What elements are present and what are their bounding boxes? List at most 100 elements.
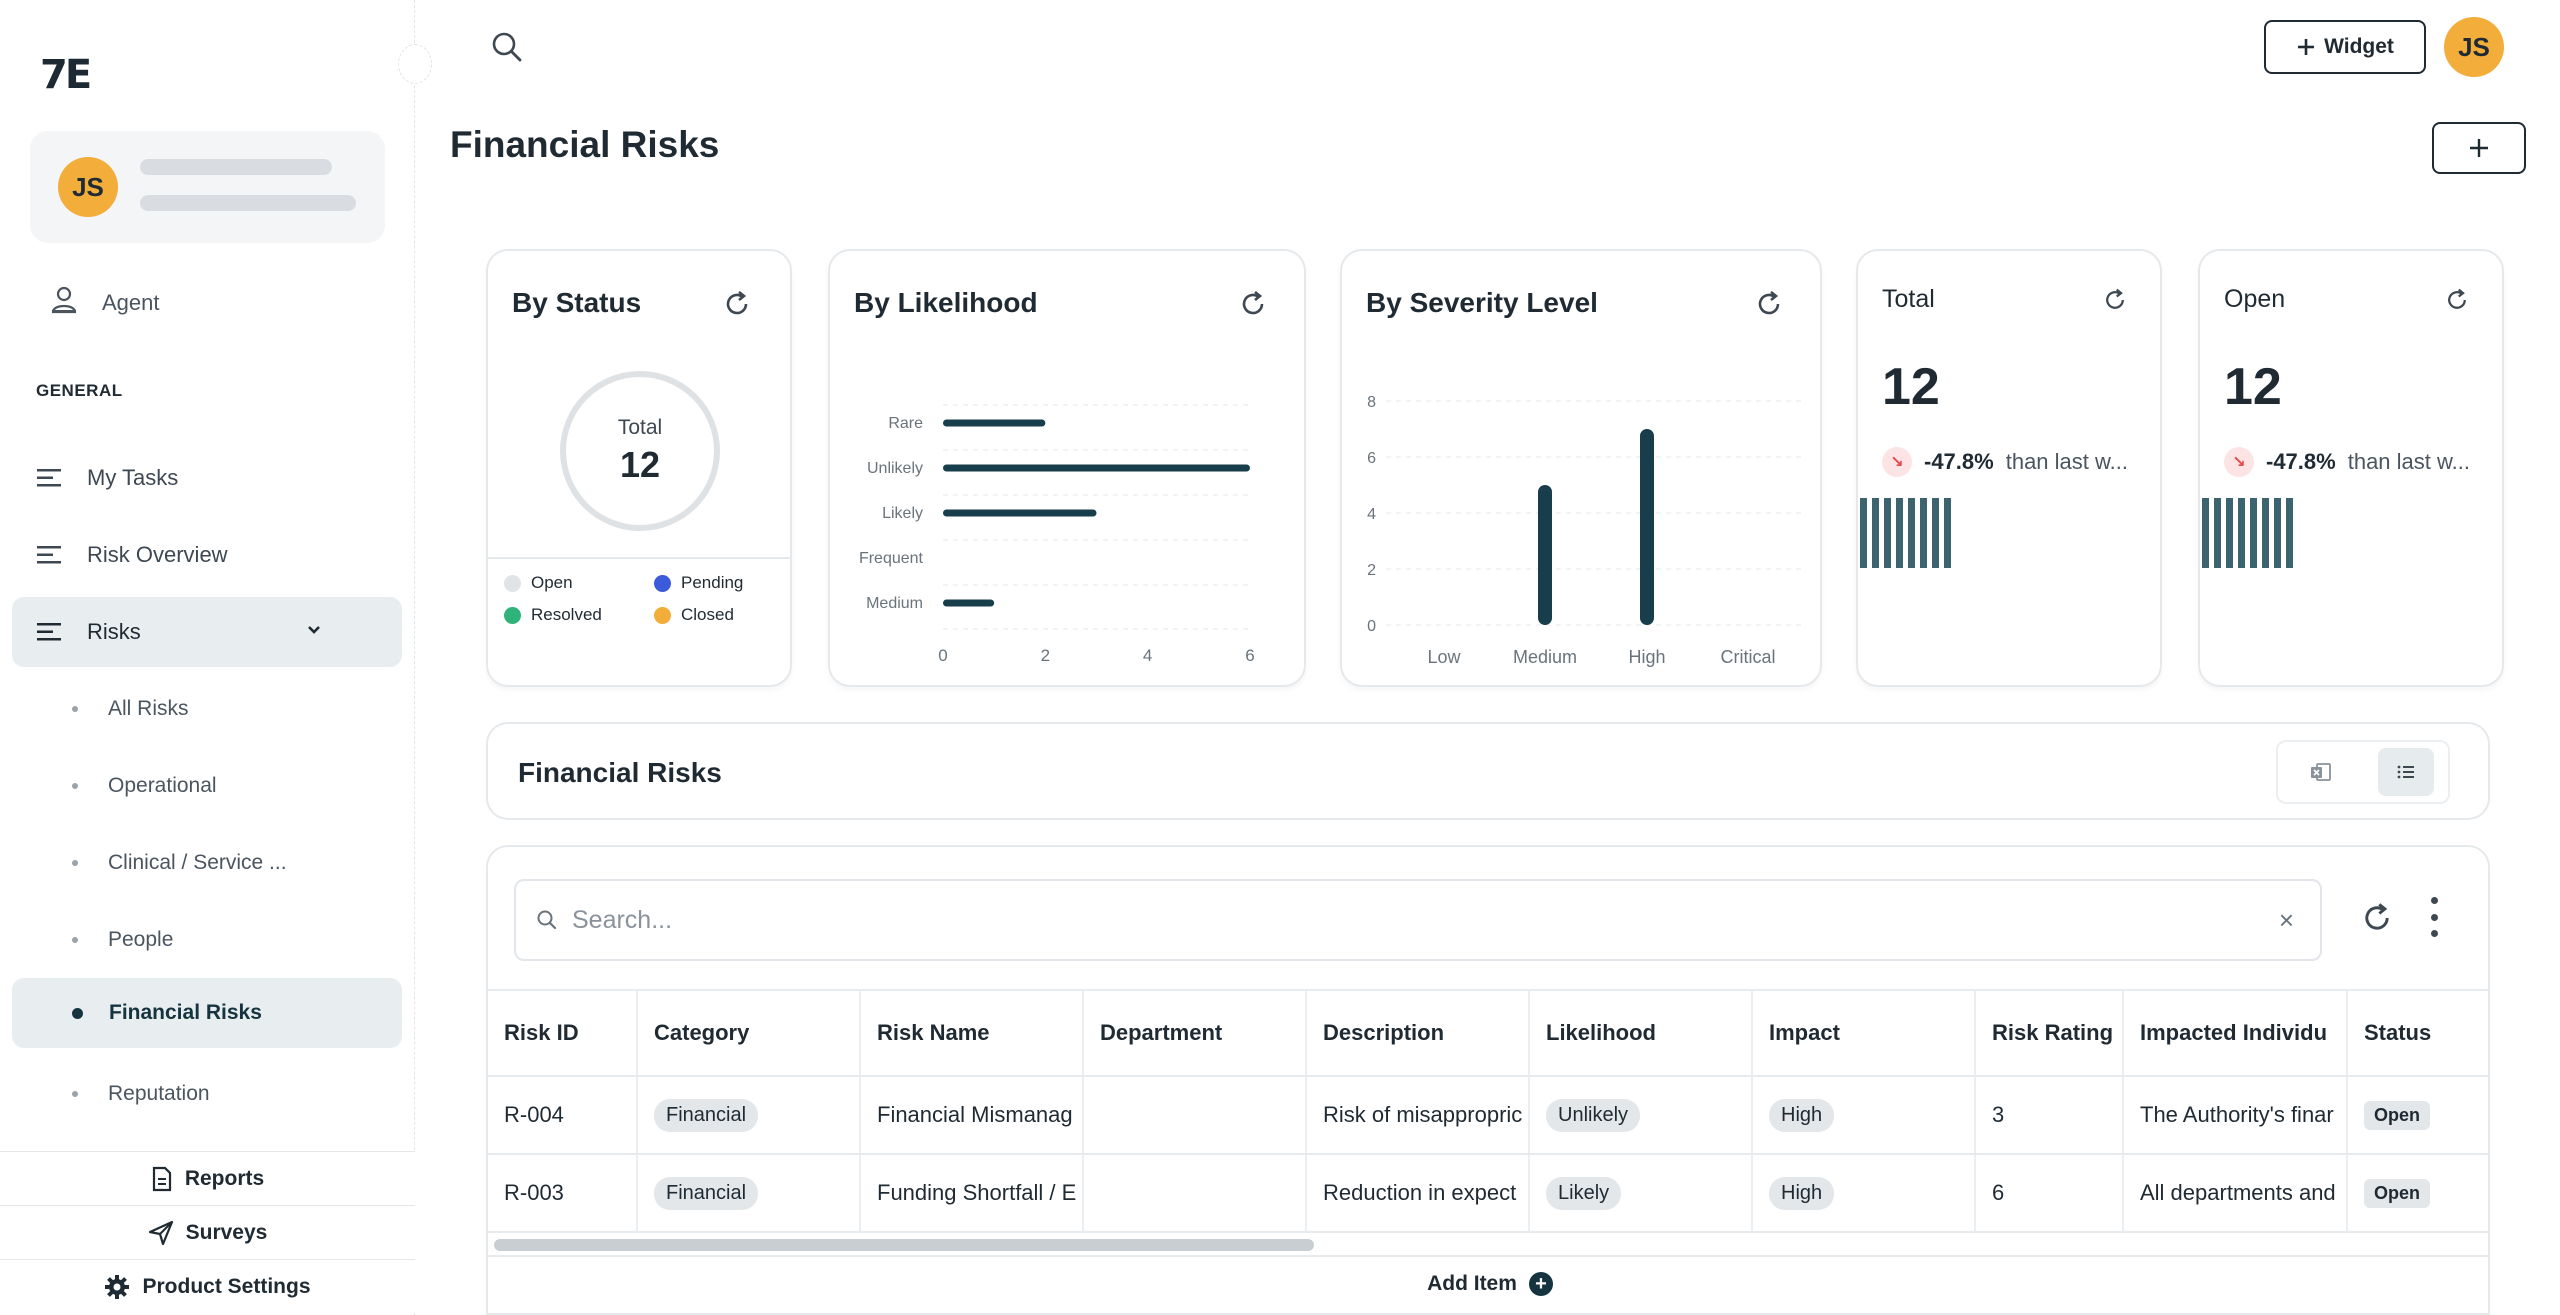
kpi-trend: ↘ -47.8% than last w...	[2224, 447, 2494, 477]
refresh-icon[interactable]	[722, 289, 752, 319]
column-header[interactable]: Description	[1307, 991, 1530, 1075]
category-pill: Financial	[654, 1176, 759, 1210]
profile-card[interactable]: JS	[30, 131, 385, 243]
user-avatar[interactable]: JS	[2444, 17, 2504, 77]
cell-risk-id: R-003	[488, 1155, 638, 1231]
sidebar-item-my-tasks[interactable]: My Tasks	[12, 443, 402, 513]
more-options-icon[interactable]	[2428, 897, 2440, 937]
cell-description: Risk of misappropric	[1307, 1077, 1530, 1153]
avatar: JS	[58, 157, 118, 217]
add-widget-button[interactable]: Widget	[2264, 20, 2426, 74]
kpi-value: 12	[2224, 358, 2282, 416]
refresh-icon[interactable]	[2102, 287, 2128, 313]
sidebar-subitem-operational[interactable]: Operational	[12, 751, 402, 821]
column-header[interactable]: Risk Rating	[1976, 991, 2124, 1075]
sidebar-subitem-people[interactable]: People	[12, 905, 402, 975]
sidebar-item-label: Risk Overview	[87, 542, 228, 567]
refresh-icon[interactable]	[2444, 287, 2470, 313]
chevron-down-icon[interactable]	[306, 619, 322, 642]
card-title: By Likelihood	[854, 287, 1038, 318]
trend-text: than last w...	[2005, 449, 2129, 474]
add-button[interactable]	[2432, 122, 2526, 174]
view-toggle	[2276, 740, 2450, 804]
sidebar-subitem-all-risks[interactable]: All Risks	[12, 674, 402, 744]
horizontal-scrollbar[interactable]	[494, 1239, 1314, 1251]
list-lines-icon	[37, 469, 61, 487]
plus-circle-icon: +	[1528, 1272, 1553, 1296]
clear-search-icon[interactable]: ×	[2278, 905, 2294, 935]
add-item-button[interactable]: Add Item +	[488, 1255, 2488, 1311]
impact-pill: High	[1769, 1176, 1835, 1210]
sidebar-subitem-label: All Risks	[108, 697, 189, 720]
document-icon	[152, 1166, 171, 1191]
sidebar-link-surveys[interactable]: Surveys	[0, 1205, 415, 1259]
sidebar-link-product-settings[interactable]: Product Settings	[0, 1259, 415, 1313]
y-tick-label: 8	[1367, 394, 1376, 411]
surveys-label: Surveys	[185, 1220, 268, 1244]
column-header[interactable]: Department	[1084, 991, 1307, 1075]
app-logo[interactable]: 7E	[40, 52, 92, 98]
table-row[interactable]: R-003 Financial Funding Shortfall / E Re…	[488, 1155, 2488, 1233]
sidebar-link-reports[interactable]: Reports	[0, 1151, 415, 1205]
risk-table: Risk ID Category Risk Name Department De…	[488, 989, 2488, 1233]
y-tick-label: Medium	[866, 595, 923, 612]
refresh-icon[interactable]	[1754, 289, 1784, 319]
cell-department	[1084, 1077, 1307, 1153]
page-title: Financial Risks	[450, 124, 720, 165]
kpi-value: 12	[1882, 358, 1940, 416]
sidebar-subitem-label: Operational	[108, 774, 217, 797]
table-header-row: Risk ID Category Risk Name Department De…	[488, 989, 2488, 1077]
search-input[interactable]	[572, 905, 2222, 935]
x-tick-label: Low	[1427, 647, 1461, 667]
sidebar-item-risk-overview[interactable]: Risk Overview	[12, 520, 402, 590]
gear-icon	[105, 1274, 130, 1299]
legend-swatch	[504, 574, 521, 592]
legend-item-open: Open	[504, 573, 624, 593]
sparkline-bars	[1860, 498, 1951, 568]
status-donut-chart: Total 12	[560, 371, 720, 531]
sidebar-item-risks[interactable]: Risks	[12, 597, 402, 667]
column-header[interactable]: Risk Name	[861, 991, 1084, 1075]
sidebar-subitem-financial-risks[interactable]: Financial Risks	[12, 978, 402, 1048]
cell-risk-name: Financial Mismanag	[861, 1077, 1084, 1153]
bar	[943, 419, 1046, 427]
legend-swatch	[654, 574, 671, 592]
cell-status: Open	[2348, 1077, 2488, 1153]
list-view-button[interactable]	[2377, 748, 2434, 796]
search-icon	[537, 910, 557, 930]
sidebar-subitem-label: Clinical / Service ...	[108, 851, 287, 874]
refresh-icon[interactable]	[1238, 289, 1268, 319]
plus-icon	[2470, 139, 2488, 157]
sidebar-subitem-label: Reputation	[108, 1082, 210, 1105]
legend-item-closed: Closed	[654, 605, 774, 625]
column-header[interactable]: Impacted Individu	[2124, 991, 2348, 1075]
cell-category: Financial	[638, 1155, 861, 1231]
column-header[interactable]: Risk ID	[488, 991, 638, 1075]
cell-risk-id: R-004	[488, 1077, 638, 1153]
bar	[1538, 485, 1552, 625]
sidebar-subitem-clinical-service[interactable]: Clinical / Service ...	[12, 828, 402, 898]
column-header[interactable]: Status	[2364, 1020, 2432, 1045]
donut-value: 12	[619, 444, 661, 485]
trend-down-icon: ↘	[2224, 447, 2254, 477]
profile-name-placeholder	[140, 159, 332, 175]
severity-bar-chart: 0 2 4 6 8 Low Medium High Critical	[1367, 394, 1802, 667]
x-tick-label: Critical	[1720, 647, 1775, 667]
sidebar-subitem-reputation[interactable]: Reputation	[12, 1059, 402, 1129]
sidebar-collapse-handle[interactable]	[398, 44, 432, 84]
risk-table-card: × Risk ID Category Risk Name Department …	[486, 845, 2490, 1315]
cell-impact: High	[1753, 1077, 1976, 1153]
refresh-icon[interactable]	[2360, 901, 2394, 935]
column-header[interactable]: Category	[638, 991, 861, 1075]
table-row[interactable]: R-004 Financial Financial Mismanag Risk …	[488, 1077, 2488, 1155]
send-icon	[148, 1220, 173, 1245]
kpi-trend: ↘ -47.8% than last w...	[1882, 447, 2152, 477]
column-header[interactable]: Impact	[1753, 991, 1976, 1075]
sidebar-item-agent[interactable]: Agent	[50, 285, 160, 321]
excel-export-button[interactable]	[2293, 748, 2349, 796]
search-icon[interactable]	[490, 30, 524, 64]
column-header[interactable]: Likelihood	[1530, 991, 1753, 1075]
legend-label: Open	[531, 573, 573, 592]
list-lines-icon	[37, 623, 61, 641]
cell-impact: High	[1753, 1155, 1976, 1231]
